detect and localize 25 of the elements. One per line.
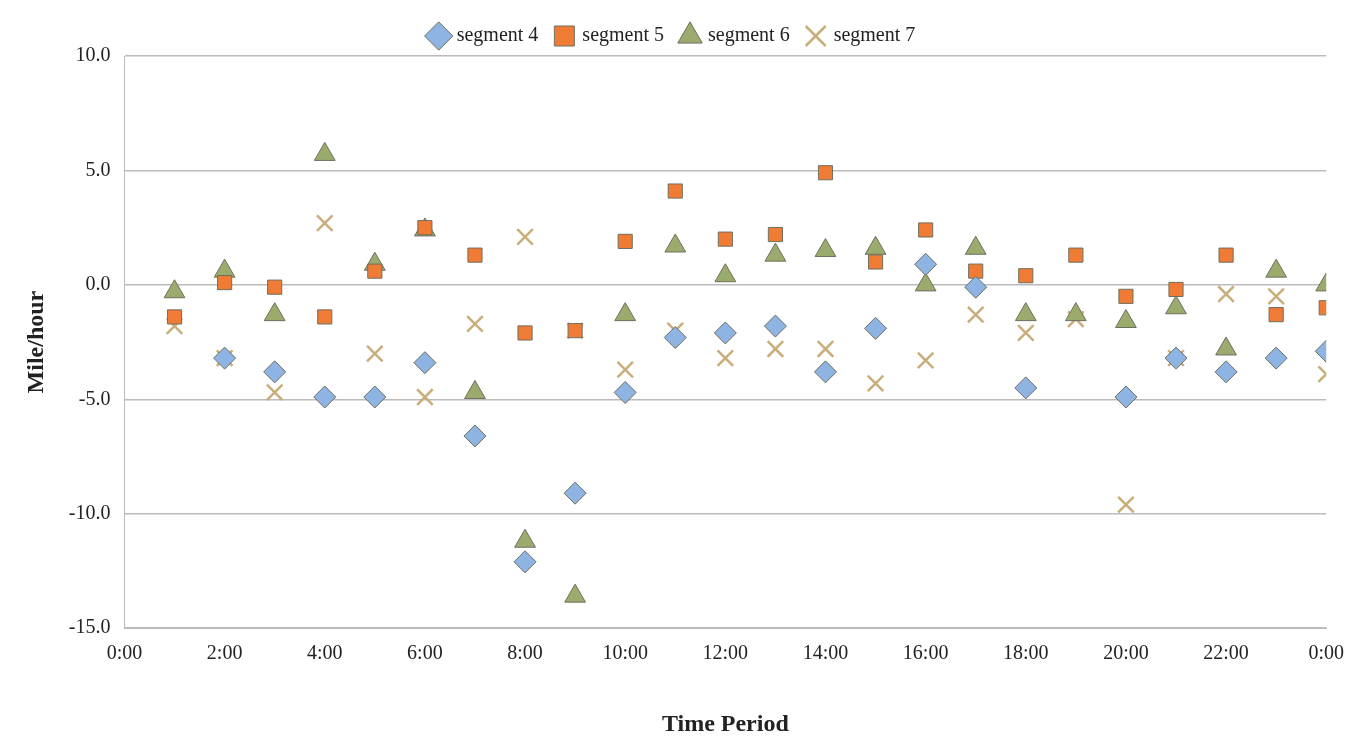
- y-tick-label: 0.0: [85, 272, 111, 295]
- x-tick-label: 6:00: [407, 641, 443, 664]
- x-axis-title: Time Period: [661, 709, 790, 736]
- y-tick-label: -5.0: [78, 386, 111, 409]
- x-tick-label: 4:00: [306, 641, 343, 664]
- legend-label: segment 6: [708, 23, 790, 47]
- x-tick-label: 10:00: [602, 641, 648, 664]
- x-tick-label: 14:00: [802, 641, 849, 664]
- y-tick-label: -15.0: [68, 615, 111, 638]
- y-axis-title: Mile/hour: [21, 290, 48, 394]
- x-tick-label: 8:00: [507, 641, 543, 664]
- y-tick-label: 5.0: [85, 157, 111, 180]
- x-tick-label: 16:00: [902, 641, 949, 664]
- x-tick-label: 22:00: [1203, 641, 1249, 664]
- legend-label: segment 5: [582, 23, 665, 47]
- legend-label: segment 4: [456, 23, 539, 47]
- x-tick-label: 12:00: [702, 641, 749, 664]
- x-tick-label: 0:00: [106, 641, 143, 664]
- x-tick-label: 0:00: [1308, 641, 1344, 664]
- y-tick-label: 10.0: [75, 43, 111, 66]
- x-tick-label: 20:00: [1103, 641, 1149, 664]
- x-tick-label: 2:00: [206, 641, 243, 664]
- legend-label: segment 7: [833, 23, 916, 47]
- y-tick-label: -10.0: [68, 501, 111, 524]
- x-tick-label: 18:00: [1003, 641, 1049, 664]
